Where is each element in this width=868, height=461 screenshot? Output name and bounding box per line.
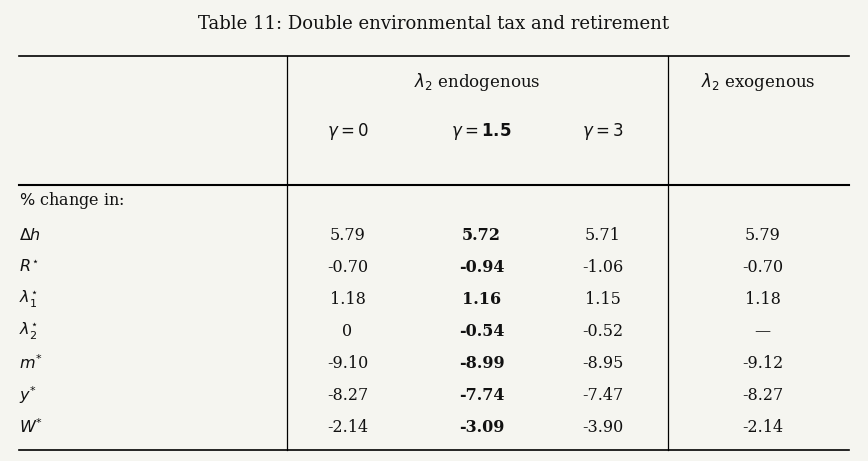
Text: -0.52: -0.52	[582, 323, 623, 340]
Text: Table 11: Double environmental tax and retirement: Table 11: Double environmental tax and r…	[199, 15, 669, 33]
Text: $\%$ change in:: $\%$ change in:	[19, 190, 124, 211]
Text: $R^{\star}$: $R^{\star}$	[19, 259, 38, 276]
Text: 5.79: 5.79	[745, 227, 780, 243]
Text: -8.99: -8.99	[459, 355, 504, 372]
Text: -9.10: -9.10	[327, 355, 368, 372]
Text: $\lambda_2$ exogenous: $\lambda_2$ exogenous	[701, 71, 816, 93]
Text: $y^{*}$: $y^{*}$	[19, 384, 36, 406]
Text: 5.72: 5.72	[462, 227, 501, 243]
Text: 5.71: 5.71	[585, 227, 621, 243]
Text: $\gamma = 0$: $\gamma = 0$	[326, 122, 368, 142]
Text: $\lambda_2$ endogenous: $\lambda_2$ endogenous	[414, 71, 541, 93]
Text: -0.70: -0.70	[327, 259, 368, 276]
Text: -7.74: -7.74	[459, 387, 504, 404]
Text: -0.70: -0.70	[742, 259, 783, 276]
Text: -2.14: -2.14	[327, 419, 368, 436]
Text: 0: 0	[342, 323, 352, 340]
Text: -8.27: -8.27	[327, 387, 368, 404]
Text: -0.54: -0.54	[459, 323, 504, 340]
Text: 1.18: 1.18	[330, 291, 365, 308]
Text: $W^{*}$: $W^{*}$	[19, 418, 43, 437]
Text: -7.47: -7.47	[582, 387, 623, 404]
Text: -2.14: -2.14	[742, 419, 783, 436]
Text: $\Delta h$: $\Delta h$	[19, 227, 41, 243]
Text: 5.79: 5.79	[330, 227, 365, 243]
Text: -3.09: -3.09	[459, 419, 504, 436]
Text: -8.95: -8.95	[582, 355, 623, 372]
Text: $\lambda_{1}^{\star}$: $\lambda_{1}^{\star}$	[19, 289, 37, 310]
Text: $\gamma = \mathbf{1.5}$: $\gamma = \mathbf{1.5}$	[451, 122, 512, 142]
Text: 1.16: 1.16	[462, 291, 501, 308]
Text: 1.18: 1.18	[745, 291, 780, 308]
Text: 1.15: 1.15	[585, 291, 621, 308]
Text: $\gamma = 3$: $\gamma = 3$	[582, 122, 623, 142]
Text: $m^{*}$: $m^{*}$	[19, 354, 43, 373]
Text: -0.94: -0.94	[459, 259, 504, 276]
Text: -3.90: -3.90	[582, 419, 623, 436]
Text: -9.12: -9.12	[742, 355, 784, 372]
Text: -1.06: -1.06	[582, 259, 623, 276]
Text: —: —	[754, 323, 771, 340]
Text: -8.27: -8.27	[742, 387, 784, 404]
Text: $\lambda_{2}^{\star}$: $\lambda_{2}^{\star}$	[19, 321, 37, 342]
